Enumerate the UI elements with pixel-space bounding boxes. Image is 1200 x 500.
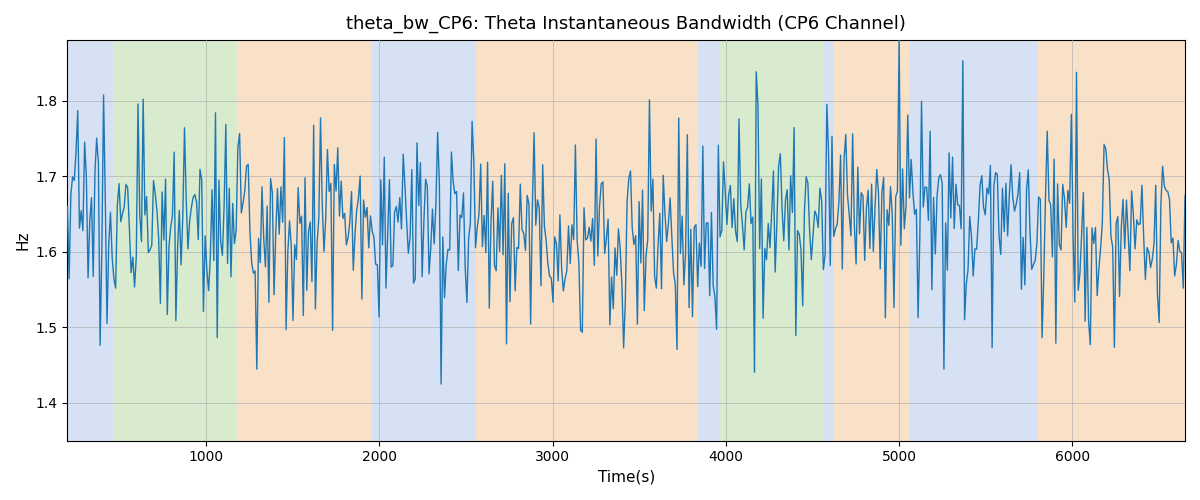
Y-axis label: Hz: Hz (16, 230, 30, 250)
Bar (476, 40, 698, 440)
Bar (67, 40, 114, 440)
Bar (910, 40, 1038, 440)
Bar (1038, 40, 1186, 440)
Bar (719, 40, 823, 440)
Title: theta_bw_CP6: Theta Instantaneous Bandwidth (CP6 Channel): theta_bw_CP6: Theta Instantaneous Bandwi… (347, 15, 906, 34)
Bar (823, 40, 833, 440)
Bar (372, 40, 476, 440)
X-axis label: Time(s): Time(s) (598, 470, 655, 485)
Bar (833, 40, 910, 440)
Bar (698, 40, 719, 440)
Bar (114, 40, 238, 440)
Bar (238, 40, 372, 440)
